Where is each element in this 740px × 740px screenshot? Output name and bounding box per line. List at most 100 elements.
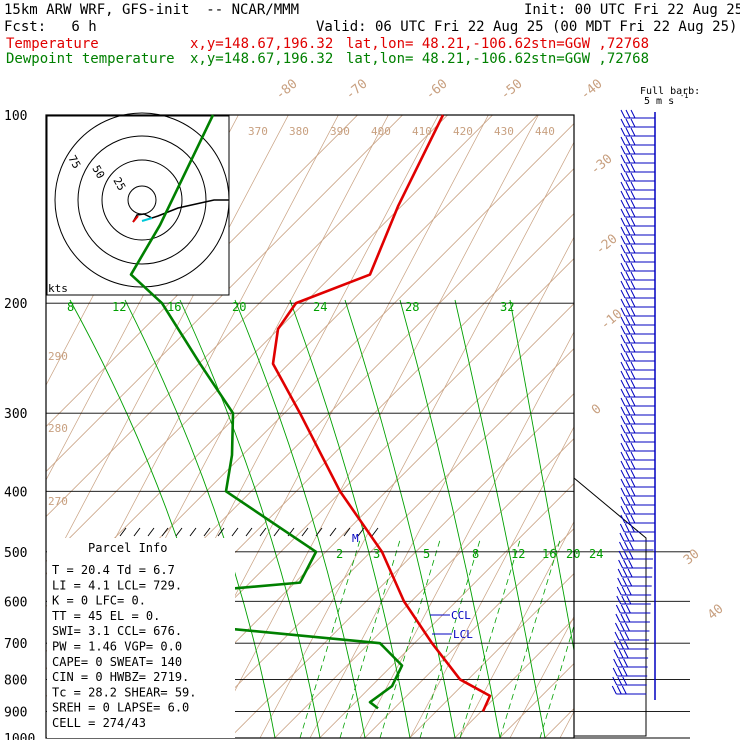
isotherm xyxy=(590,115,740,738)
barb-legend-value: 5 m s xyxy=(644,96,674,107)
barb-flag xyxy=(620,379,626,389)
barb-flag xyxy=(625,127,631,137)
barb-flag xyxy=(620,271,626,281)
lcl-hatch xyxy=(147,527,155,537)
parcel-row: CIN = 0 HWBZ= 2719. xyxy=(52,670,189,684)
barb-flag xyxy=(630,316,636,326)
barb-flag xyxy=(621,586,627,596)
isotherm xyxy=(229,393,574,738)
barb-flag xyxy=(630,388,636,398)
barb-flag xyxy=(625,397,631,407)
barb-flag xyxy=(625,190,631,200)
barb-flag xyxy=(630,271,636,281)
moist-adiabat xyxy=(344,299,456,738)
isotherm-label: 0 xyxy=(589,402,605,419)
barb-flag xyxy=(620,433,626,443)
mixing-ratio-line xyxy=(580,540,640,738)
barb-flag xyxy=(630,226,636,236)
mixing-ratio-label: 20 xyxy=(232,300,246,314)
theta-label: 430 xyxy=(494,125,514,138)
barb-flag xyxy=(620,235,626,245)
dry-adiabat xyxy=(459,520,574,738)
barb-flag xyxy=(620,451,626,461)
theta-label: 280 xyxy=(48,422,68,435)
dry-adiabat xyxy=(660,55,740,738)
isotherm xyxy=(46,115,448,518)
temperature-profile xyxy=(271,114,492,712)
barb-flag xyxy=(625,388,631,398)
barb-flag xyxy=(623,658,629,668)
barb-flag xyxy=(620,442,626,452)
isotherm-label: -20 xyxy=(593,231,621,258)
barb-flag xyxy=(620,163,626,173)
barb-flag xyxy=(630,262,636,272)
barb-flag xyxy=(620,154,626,164)
barb-flag xyxy=(624,523,630,533)
mixing-ratio-line xyxy=(459,539,521,738)
barb-flag xyxy=(630,370,636,380)
barb-flag xyxy=(622,577,628,587)
barb-flag xyxy=(630,163,636,173)
isotherm-label: -50 xyxy=(498,76,526,103)
temperature-legend: Temperature xyxy=(6,36,99,52)
lcl-hatch xyxy=(175,527,183,537)
barb-flag xyxy=(625,604,631,614)
barb-flag xyxy=(625,325,631,335)
barb-flag xyxy=(626,595,632,605)
barb-flag xyxy=(620,109,626,119)
isotherm xyxy=(319,483,574,738)
theta-label: 270 xyxy=(48,495,68,508)
barb-flag xyxy=(625,271,631,281)
theta-label: 380 xyxy=(289,125,309,138)
barb-flag xyxy=(630,469,636,479)
pressure-label-600: 600 xyxy=(4,595,27,610)
mixing-ratio-label: 24 xyxy=(313,300,327,314)
hodo-ring-75: 75 xyxy=(65,153,83,171)
temp-latlon: lat,lon= 48.21,-106.62 xyxy=(346,36,532,52)
barb-flag xyxy=(625,334,631,344)
barb-flag xyxy=(625,424,631,434)
barb-flag xyxy=(625,478,631,488)
pressure-label-800: 800 xyxy=(4,673,27,688)
isotherm xyxy=(454,618,574,738)
barb-flag xyxy=(624,631,630,641)
dewpoint-legend: Dewpoint temperature xyxy=(6,51,175,67)
barb-flag xyxy=(620,487,626,497)
parcel-row: Tc = 28.2 SHEAR= 59. xyxy=(52,685,197,699)
pressure-label-700: 700 xyxy=(4,637,27,652)
lcl-hatch xyxy=(189,527,197,537)
dry-adiabat xyxy=(0,55,20,738)
dew-station: stn=GGW ,72768 xyxy=(531,51,650,67)
barb-flag xyxy=(625,262,631,272)
barb-flag xyxy=(620,415,626,425)
saturation-mr-label: 24 xyxy=(589,547,603,561)
pressure-label-200: 200 xyxy=(4,297,27,312)
parcel-row: LI = 4.1 LCL= 729. xyxy=(52,578,182,592)
isotherm xyxy=(364,528,574,738)
parcel-row: PW = 1.46 VGP= 0.0 xyxy=(52,640,182,654)
lcl-hatch xyxy=(231,527,239,537)
barb-flag xyxy=(625,154,631,164)
pressure-label-900: 900 xyxy=(4,705,27,720)
barb-flag xyxy=(627,577,633,587)
barb-flag xyxy=(618,649,624,659)
barb-flag xyxy=(630,478,636,488)
mixing-ratio-line xyxy=(379,539,441,738)
moist-adiabat xyxy=(124,299,276,738)
barb-flag xyxy=(618,550,624,560)
valid-time: Valid: 06 UTC Fri 22 Aug 25 (00 MDT Fri … xyxy=(316,19,738,35)
barb-flag xyxy=(626,586,632,596)
saturation-mr-label: 3 xyxy=(373,547,380,561)
barb-flag xyxy=(630,289,636,299)
barb-flag xyxy=(630,325,636,335)
barb-flag xyxy=(628,550,634,560)
saturation-mr-label: 5 xyxy=(423,547,430,561)
pressure-label-300: 300 xyxy=(4,407,27,422)
barb-flag xyxy=(617,676,623,686)
parcel-row: K = 0 LFC= 0. xyxy=(52,594,146,608)
barb-flag xyxy=(620,478,626,488)
mixing-ratio-label: 28 xyxy=(405,300,419,314)
barb-flag xyxy=(618,559,624,569)
barb-flag xyxy=(625,136,631,146)
